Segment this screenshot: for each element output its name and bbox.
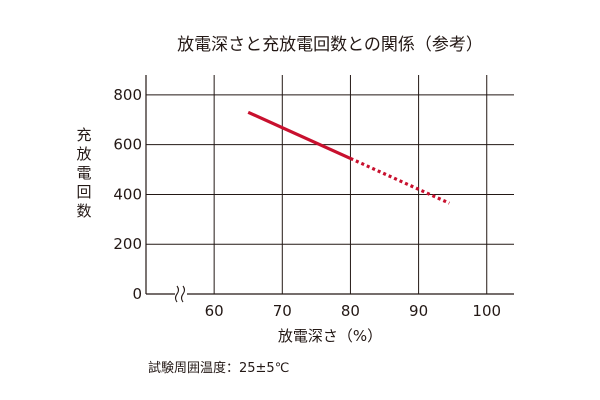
series bbox=[247, 110, 450, 205]
grid bbox=[146, 75, 514, 294]
y-tick-label-600: 600 bbox=[113, 136, 142, 154]
x-tick-label-100: 100 bbox=[472, 302, 501, 320]
axes bbox=[145, 75, 514, 295]
y-axis-label-char: 充 bbox=[76, 126, 91, 144]
chart-title: 放電深さと充放電回数との関係（参考） bbox=[177, 35, 483, 55]
series-line-solid bbox=[247, 110, 352, 160]
axis-break-gap bbox=[175, 290, 187, 298]
y-tick-labels: 0 200 400 600 800 bbox=[113, 86, 142, 303]
y-axis-label-char: 数 bbox=[76, 202, 91, 220]
y-tick-label-800: 800 bbox=[113, 86, 142, 104]
y-tick-label-400: 400 bbox=[113, 185, 142, 203]
y-axis-label-char: 回 bbox=[76, 183, 91, 201]
x-tick-label-90: 90 bbox=[409, 302, 428, 320]
y-axis-label-char: 放 bbox=[76, 145, 91, 163]
x-axis-label: 放電深さ（%） bbox=[278, 327, 382, 345]
x-tick-labels: 60 70 80 90 100 bbox=[205, 302, 501, 320]
x-tick-label-70: 70 bbox=[273, 302, 292, 320]
axis-break-mark bbox=[174, 285, 187, 303]
x-tick-label-80: 80 bbox=[341, 302, 360, 320]
axis-break-stroke-2 bbox=[180, 285, 186, 303]
y-axis-label-char: 電 bbox=[76, 164, 91, 182]
axis-break-stroke-1 bbox=[174, 285, 180, 303]
series-line-dotted bbox=[349, 156, 450, 205]
y-tick-label-200: 200 bbox=[113, 235, 142, 253]
test-conditions-note: 試験周囲温度：25±5℃ bbox=[148, 360, 289, 376]
y-axis-label: 充放電回数 bbox=[76, 126, 91, 220]
x-tick-label-60: 60 bbox=[205, 302, 224, 320]
y-tick-label-0: 0 bbox=[132, 285, 142, 303]
